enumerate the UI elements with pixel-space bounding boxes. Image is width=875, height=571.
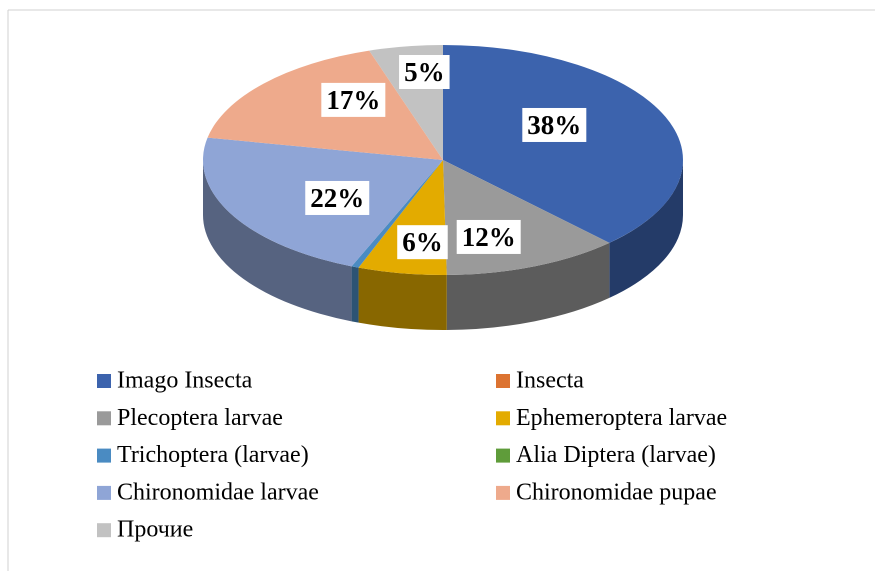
data-label-box bbox=[522, 107, 587, 142]
legend-swatch bbox=[97, 411, 111, 426]
data-label-box bbox=[399, 55, 450, 90]
data-label: 5% bbox=[404, 57, 445, 87]
legend-swatch bbox=[496, 374, 510, 388]
legend-swatch bbox=[97, 523, 111, 538]
legend-swatch bbox=[496, 448, 510, 463]
data-label-box bbox=[456, 219, 521, 254]
slice-side bbox=[609, 160, 683, 298]
legend-swatch bbox=[496, 411, 510, 426]
data-label-box bbox=[397, 225, 448, 260]
data-label-box bbox=[321, 82, 386, 117]
slice-side bbox=[203, 160, 352, 322]
slice bbox=[443, 45, 683, 243]
legend-swatch bbox=[97, 485, 111, 500]
legend-swatch bbox=[97, 374, 111, 388]
data-label-box bbox=[305, 180, 370, 215]
legend-label: Insecta bbox=[516, 368, 584, 394]
data-label: 38% bbox=[527, 110, 581, 140]
slice-side bbox=[358, 267, 447, 330]
legend-label: Imago Insecta bbox=[117, 368, 253, 394]
slice-side bbox=[351, 266, 359, 323]
legend-swatch bbox=[496, 485, 510, 500]
legend-label: Plecoptera larvae bbox=[117, 405, 283, 431]
legend-label: Chironomidae pupae bbox=[516, 479, 717, 505]
data-label: 17% bbox=[326, 85, 380, 115]
data-label: 6% bbox=[402, 227, 443, 257]
slice-side bbox=[446, 242, 610, 330]
legend-swatch bbox=[97, 448, 111, 463]
legend-label: Прочие bbox=[117, 517, 193, 543]
legend-label: Trichoptera (larvae) bbox=[117, 442, 309, 468]
data-label: 12% bbox=[462, 222, 516, 252]
legend-label: Alia Diptera (larvae) bbox=[516, 442, 716, 468]
data-label: 22% bbox=[310, 183, 364, 213]
legend-label: Chironomidae larvae bbox=[117, 479, 319, 505]
legend-label: Ephemeroptera larvae bbox=[516, 405, 727, 431]
slice bbox=[351, 160, 443, 268]
